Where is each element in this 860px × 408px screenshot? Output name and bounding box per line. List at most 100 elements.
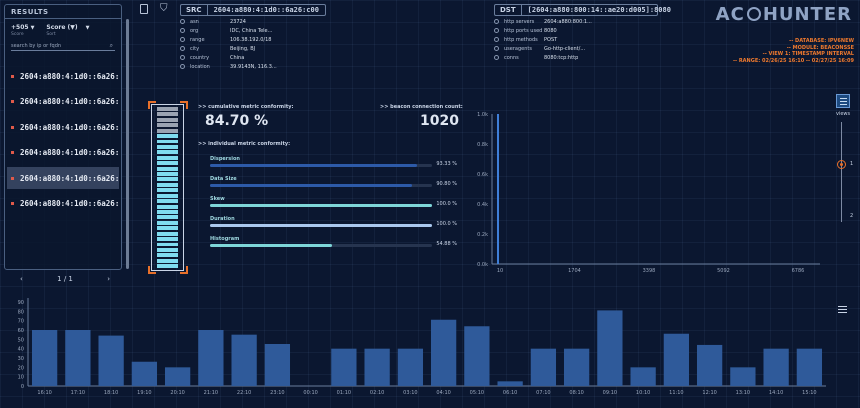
gauge-segment xyxy=(157,193,178,198)
sort-dropdown-sub: Sort xyxy=(46,32,56,37)
time-bar xyxy=(696,344,723,386)
result-item[interactable]: 2604:a880:4:1d0::6a26:c xyxy=(7,65,119,87)
gauge-segment xyxy=(157,220,178,225)
src-field-value[interactable]: 106.38.192.0/18 xyxy=(230,36,272,43)
result-item[interactable]: 2604:a880:4:1d0::6a26:c xyxy=(7,193,119,215)
src-field-value[interactable]: China xyxy=(230,54,245,61)
src-field-key: location xyxy=(190,63,210,70)
metric-bar-track xyxy=(210,204,432,207)
view-step-1[interactable]: 1 xyxy=(850,161,854,167)
result-item-label: 2604:a880:4:1d0::6a26:c xyxy=(20,122,119,132)
meta-range: -- RANGE: 02/26/25 16:10 -- 02/27/25 16:… xyxy=(732,57,854,64)
beacon-count-label: >> beacon connection count: xyxy=(380,104,463,110)
y-tick-label: 90 xyxy=(18,300,24,306)
y-tick-label: 70 xyxy=(18,319,24,325)
metric-name: Skew xyxy=(210,196,225,202)
filter-icon[interactable]: ⛉ xyxy=(160,3,168,14)
y-tick-label: 0.4k xyxy=(477,202,488,208)
src-field-key: country xyxy=(190,54,210,61)
gauge-segment xyxy=(157,117,178,122)
dst-field-value[interactable]: 8080 xyxy=(544,27,557,34)
time-bar xyxy=(364,348,390,386)
src-field-value[interactable]: IDC, China Tele... xyxy=(230,27,273,34)
pagination: ‹ 1 / 1 › xyxy=(20,275,110,283)
view-step-2[interactable]: 2 xyxy=(850,213,854,219)
dst-details: http servers 2604:a880:800:1... http ports… xyxy=(494,17,624,62)
x-tick-label: 03:10 xyxy=(403,390,417,396)
search-input[interactable]: search by ip or fqdn ⌕ xyxy=(11,41,115,51)
x-tick-label: 18:10 xyxy=(104,390,118,396)
gauge-segment xyxy=(157,150,178,155)
time-bar xyxy=(597,310,623,386)
y-tick-label: 0 xyxy=(21,384,24,390)
sort-dropdown[interactable]: Score (▼) ▼ Sort xyxy=(46,24,89,37)
view-slider-track[interactable] xyxy=(841,122,842,222)
metric-row: Data Size 90.80 % xyxy=(210,176,457,192)
results-scrollbar[interactable] xyxy=(126,19,129,269)
metric-name: Duration xyxy=(210,216,235,222)
y-tick-label: 40 xyxy=(18,347,24,353)
dst-address[interactable]: [2604:a880:800:14::ae20:d005]:8080 xyxy=(527,6,671,14)
cumulative-value: 84.70 % xyxy=(205,113,269,129)
metric-bar-fill xyxy=(210,224,432,227)
x-tick-label: 3398 xyxy=(643,268,656,274)
meta-database: -- DATABASE: IPV6NEW xyxy=(789,38,854,44)
dst-field-row: conns 8080:tcp:http xyxy=(494,53,624,62)
src-field-value[interactable]: 39.9143N, 116.3... xyxy=(230,63,277,70)
view-slider-handle[interactable] xyxy=(837,160,846,169)
src-field-value[interactable]: Beijing, BJ xyxy=(230,45,256,52)
metric-bar-fill xyxy=(210,204,432,207)
x-tick-label: 11:10 xyxy=(669,390,683,396)
src-field-key: org xyxy=(190,27,199,34)
info-icon xyxy=(494,46,499,51)
timestamp-bar-chart: 0 10 20 30 40 50 60 70 80 90 16:10 17:10 18:10 19:10 2… xyxy=(18,298,826,396)
gauge-segment xyxy=(157,215,178,220)
logo-right: HUNTER xyxy=(762,4,852,25)
time-bar xyxy=(630,367,656,386)
gauge-segment xyxy=(157,231,178,236)
metric-bar-track xyxy=(210,184,432,187)
metric-bar-track xyxy=(210,244,432,247)
count-filter-value: +505 xyxy=(11,24,29,31)
info-icon xyxy=(494,55,499,60)
result-item[interactable]: 2604:a880:4:1d0::6a26:c xyxy=(7,167,119,189)
individual-label: >> individual metric conformity: xyxy=(198,141,291,147)
views-list-icon[interactable] xyxy=(836,94,850,108)
meta-view: -- VIEW 1: TIMESTAMP INTERVAL xyxy=(762,51,854,57)
dst-field-key: http methods xyxy=(504,36,538,43)
dst-field-value[interactable]: 2604:a880:800:1... xyxy=(544,18,592,25)
next-page-button[interactable]: › xyxy=(107,275,110,283)
y-tick-label: 0.0k xyxy=(477,262,488,268)
x-tick-label: 1704 xyxy=(568,268,581,274)
gauge-segment xyxy=(157,107,178,111)
menu-icon[interactable] xyxy=(838,306,847,314)
x-tick-label: 21:10 xyxy=(204,390,218,396)
gauge-segment xyxy=(157,134,178,139)
src-address[interactable]: 2604:a880:4:1d0::6a26:c00 xyxy=(213,6,319,14)
x-tick-label: 5092 xyxy=(717,268,730,274)
result-item-label: 2604:a880:4:1d0::6a26:c xyxy=(20,97,119,106)
document-icon[interactable] xyxy=(140,4,148,14)
time-bar xyxy=(663,333,690,386)
result-item[interactable]: 2604:a880:4:1d0::6a26:c xyxy=(7,142,119,164)
prev-page-button[interactable]: ‹ xyxy=(20,275,23,283)
result-item[interactable]: 2604:a880:4:1d0::6a26:c xyxy=(7,116,119,138)
x-tick-label: 01:10 xyxy=(337,390,351,396)
src-field-value[interactable]: 23724 xyxy=(230,18,246,25)
x-tick-label: 10 xyxy=(497,268,503,274)
time-bar xyxy=(264,344,291,386)
dst-field-value[interactable]: 8080:tcp:http xyxy=(544,54,579,61)
src-details: asn 23724 org IDC, China Tele... range 106.38… xyxy=(180,17,300,71)
time-bar xyxy=(730,367,756,386)
logo-left: AC xyxy=(715,4,745,25)
dst-field-value[interactable]: Go-http-client/... xyxy=(544,45,586,52)
result-item[interactable]: 2604:a880:4:1d0::6a26:c xyxy=(7,91,119,113)
count-filter[interactable]: +505 ▼ Score xyxy=(11,24,34,37)
status-dot-icon xyxy=(11,100,14,103)
info-icon xyxy=(180,37,185,42)
time-bar xyxy=(231,334,257,386)
src-field-key: city xyxy=(190,45,200,52)
search-placeholder: search by ip or fqdn xyxy=(11,42,62,49)
dst-field-value[interactable]: POST xyxy=(544,36,558,43)
